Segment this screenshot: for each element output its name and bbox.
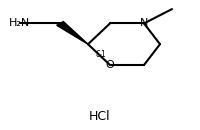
- Text: N: N: [140, 18, 148, 28]
- Text: &1: &1: [96, 50, 107, 59]
- Polygon shape: [57, 22, 88, 44]
- Text: O: O: [106, 60, 114, 70]
- Text: H₂N: H₂N: [9, 18, 31, 28]
- Text: HCl: HCl: [89, 110, 111, 124]
